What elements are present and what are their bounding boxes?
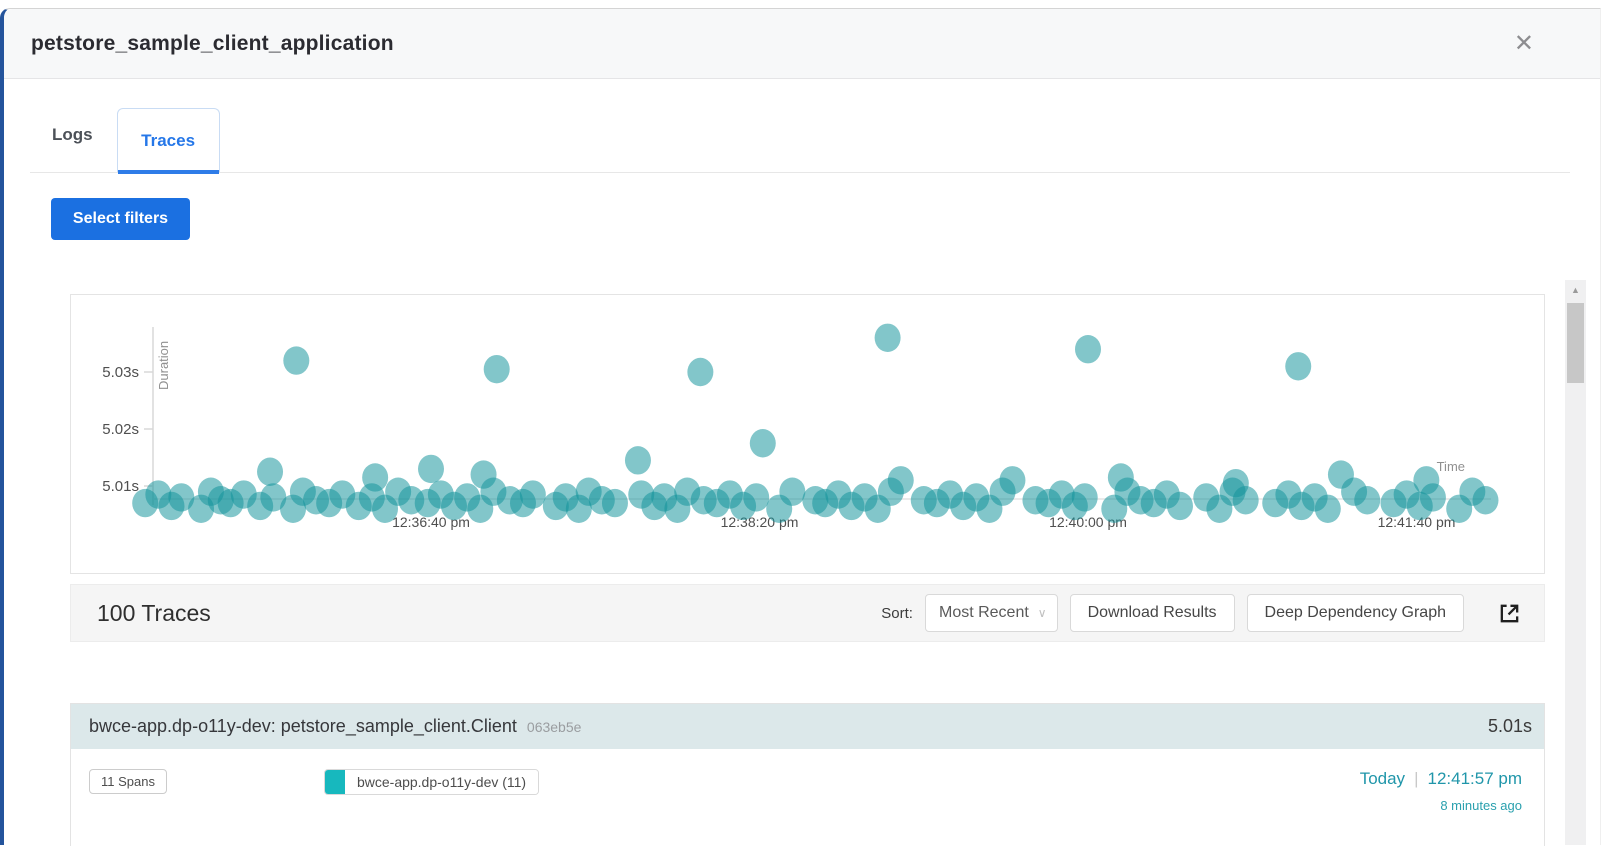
scatter-chart-card: 5.01s 5.02s 5.03s 12:36:40 pm 12:38:20 pm 12:…: [70, 294, 1545, 574]
trace-point[interactable]: [283, 346, 310, 375]
x-tick-label: 12:41:40 pm: [1378, 514, 1456, 530]
trace-point[interactable]: [1314, 494, 1341, 523]
trace-row-header[interactable]: bwce-app.dp-o11y-dev: petstore_sample_cl…: [71, 704, 1544, 749]
trace-modal: petstore_sample_client_application ✕ Log…: [0, 8, 1601, 846]
trace-point[interactable]: [1075, 335, 1101, 364]
trace-timestamp: Today | 12:41:57 pm 8 minutes ago: [1360, 769, 1522, 813]
close-icon[interactable]: ✕: [1510, 28, 1538, 60]
trace-result-row[interactable]: bwce-app.dp-o11y-dev: petstore_sample_cl…: [70, 703, 1545, 846]
y-tick-label: 5.03s: [102, 364, 139, 381]
trace-point[interactable]: [519, 480, 546, 509]
modal-header: petstore_sample_client_application: [4, 9, 1600, 79]
trace-point[interactable]: [168, 483, 195, 512]
trace-point[interactable]: [601, 488, 628, 518]
results-toolbar: 100 Traces Sort: Most Recent ∨ Download …: [70, 584, 1545, 642]
trace-point[interactable]: [1327, 460, 1354, 489]
trace-relative-time: 8 minutes ago: [1440, 798, 1522, 813]
scrollbar-up-icon[interactable]: ▲: [1571, 285, 1580, 295]
scrollbar-track[interactable]: ▲: [1565, 280, 1586, 845]
trace-point[interactable]: [257, 457, 284, 486]
trace-row-body: 11 Spans bwce-app.dp-o11y-dev (11) Today…: [71, 749, 1544, 813]
trace-point[interactable]: [260, 483, 287, 512]
trace-point[interactable]: [470, 460, 497, 489]
trace-point[interactable]: [999, 466, 1026, 495]
service-tag-label: bwce-app.dp-o11y-dev (11): [344, 770, 539, 794]
span-count-badge: 11 Spans: [89, 769, 167, 794]
trace-point[interactable]: [624, 446, 651, 475]
trace-point[interactable]: [887, 466, 914, 495]
trace-title: bwce-app.dp-o11y-dev: petstore_sample_cl…: [89, 716, 517, 736]
trace-point[interactable]: [779, 477, 806, 506]
trace-point[interactable]: [1071, 483, 1098, 512]
external-link-icon[interactable]: [1498, 602, 1521, 625]
tab-traces[interactable]: Traces: [116, 108, 220, 174]
trace-point[interactable]: [1166, 491, 1193, 521]
modal-title: petstore_sample_client_application: [31, 31, 394, 55]
trace-point[interactable]: [362, 463, 389, 492]
y-tick-label: 5.02s: [102, 421, 139, 438]
trace-point[interactable]: [483, 354, 510, 384]
traces-count: 100 Traces: [97, 599, 211, 626]
sort-select-value: Most Recent: [938, 604, 1029, 621]
trace-time: 12:41:57 pm: [1427, 769, 1522, 788]
sort-label: Sort:: [881, 604, 913, 622]
x-axis-label: Time: [1437, 459, 1465, 474]
trace-id: 063eb5e: [526, 718, 582, 735]
tab-bar: Logs Traces: [30, 98, 1570, 174]
scrollbar-thumb[interactable]: [1567, 303, 1584, 383]
trace-point[interactable]: [743, 483, 770, 512]
chevron-down-icon: ∨: [1037, 606, 1047, 620]
trace-point[interactable]: [874, 323, 901, 352]
download-results-button[interactable]: Download Results: [1069, 594, 1235, 632]
trace-point[interactable]: [418, 454, 444, 484]
tab-logs[interactable]: Logs: [52, 125, 93, 144]
select-filters-button[interactable]: Select filters: [51, 198, 190, 240]
trace-point[interactable]: [1222, 468, 1249, 498]
trace-point[interactable]: [1472, 486, 1499, 515]
timestamp-separator: |: [1414, 769, 1419, 788]
trace-point[interactable]: [1354, 486, 1381, 515]
service-color-swatch: [324, 770, 345, 794]
trace-point[interactable]: [749, 429, 776, 458]
trace-point[interactable]: [1285, 352, 1312, 381]
trace-point[interactable]: [1107, 463, 1134, 492]
trace-duration: 5.01s: [1487, 716, 1532, 736]
trace-point[interactable]: [1413, 466, 1440, 495]
y-axis-label: Duration: [156, 341, 171, 390]
trace-date: Today: [1359, 769, 1406, 788]
service-tag: bwce-app.dp-o11y-dev (11): [323, 769, 540, 795]
y-tick-label: 5.01s: [102, 478, 139, 495]
deep-dependency-graph-button[interactable]: Deep Dependency Graph: [1246, 594, 1464, 632]
sort-select[interactable]: Most Recent ∨: [924, 594, 1058, 632]
trace-point[interactable]: [687, 357, 714, 387]
